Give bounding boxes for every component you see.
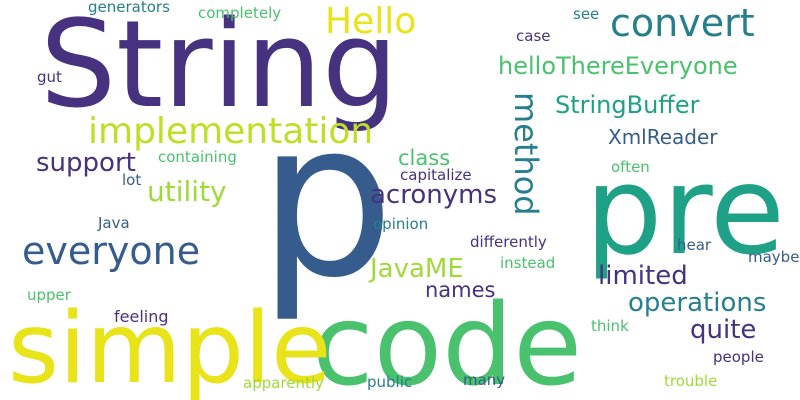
- word-implementation: implementation: [88, 111, 374, 152]
- word-method: method: [507, 92, 545, 216]
- word-apparently: apparently: [243, 374, 324, 392]
- word-limited: limited: [598, 261, 688, 291]
- word-feeling: feeling: [114, 307, 169, 326]
- word-hellothereeveryone: helloThereEveryone: [498, 52, 738, 80]
- word-often: often: [611, 158, 650, 176]
- word-utility: utility: [147, 175, 227, 208]
- word-javame: JavaME: [370, 254, 464, 284]
- word-people: people: [713, 348, 764, 366]
- word-convert: convert: [610, 1, 755, 45]
- word-everyone: everyone: [22, 229, 201, 273]
- word-see: see: [573, 5, 600, 23]
- word-support: support: [36, 148, 136, 178]
- word-gut: gut: [37, 68, 62, 86]
- word-operations: operations: [628, 288, 767, 318]
- word-class: class: [398, 146, 451, 170]
- word-stringbuffer: StringBuffer: [555, 91, 700, 119]
- word-p: p: [258, 74, 395, 325]
- word-opinion: opinion: [373, 215, 429, 233]
- word-quite: quite: [690, 315, 757, 345]
- word-trouble: trouble: [664, 372, 718, 390]
- word-code: code: [312, 281, 583, 400]
- word-maybe: maybe: [748, 248, 800, 266]
- word-instead: instead: [500, 254, 556, 272]
- word-containing: containing: [158, 148, 237, 166]
- word-completely: completely: [198, 4, 282, 22]
- word-simple: simple: [8, 292, 332, 400]
- word-lot: lot: [122, 171, 142, 189]
- word-names: names: [425, 278, 496, 302]
- word-xmlreader: XmlReader: [608, 125, 718, 149]
- word-case: case: [516, 27, 551, 45]
- word-hello: Hello: [325, 1, 417, 42]
- word-public: public: [367, 373, 413, 391]
- word-acronyms: acronyms: [370, 180, 497, 210]
- word-generators: generators: [88, 0, 170, 16]
- word-hear: hear: [677, 236, 712, 254]
- word-many: many: [463, 371, 506, 389]
- word-think: think: [591, 317, 629, 335]
- word-differently: differently: [470, 233, 547, 251]
- word-string: String: [40, 0, 399, 135]
- word-java: Java: [98, 214, 130, 232]
- word-pre: pre: [585, 140, 785, 282]
- word-upper: upper: [27, 286, 71, 304]
- word-capitalize: capitalize: [400, 166, 472, 184]
